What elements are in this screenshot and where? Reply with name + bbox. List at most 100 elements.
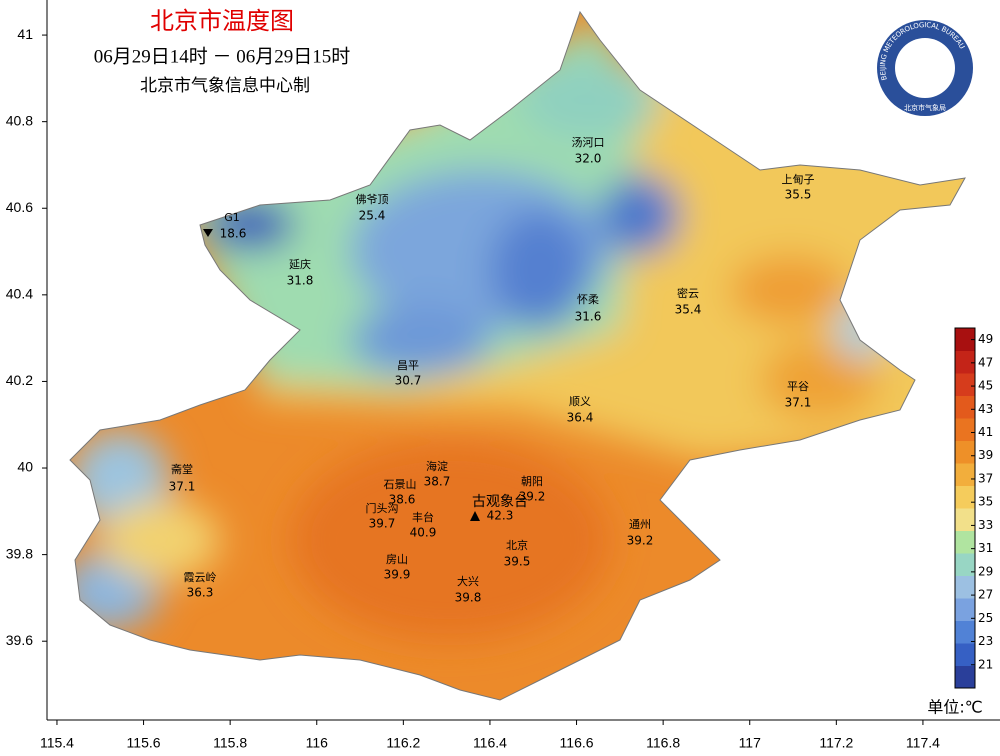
colorbar-swatch xyxy=(955,643,975,666)
station-name: 丰台 xyxy=(412,510,434,524)
logo: BEIJING METEOROLOGICAL BUREAU 北京市气象局 xyxy=(877,20,973,116)
y-tick-label: 41 xyxy=(17,26,33,42)
colorbar-swatch xyxy=(955,508,975,531)
station-name: 大兴 xyxy=(457,574,479,588)
colorbar-label: 23 xyxy=(978,634,993,648)
station-name: 古观象台 xyxy=(472,494,528,510)
y-tick-label: 40.8 xyxy=(6,112,33,128)
station-name: 斋堂 xyxy=(171,462,193,476)
station-value: 30.7 xyxy=(395,374,422,388)
colorbar-swatch xyxy=(955,575,975,599)
colorbar-label: 37 xyxy=(978,471,993,485)
colorbar-swatch xyxy=(955,598,975,621)
station-value: 31.8 xyxy=(287,274,314,288)
colorbar-label: 21 xyxy=(978,657,993,671)
station-value: 39.8 xyxy=(455,591,482,605)
colorbar-label: 35 xyxy=(978,495,993,509)
x-tick-label: 117.4 xyxy=(906,735,940,751)
station-name: 怀柔 xyxy=(577,293,599,306)
station-name: 平谷 xyxy=(787,380,809,393)
x-tick-label: 116 xyxy=(306,735,329,751)
station-name: 朝阳 xyxy=(521,475,543,488)
boundary xyxy=(69,10,966,701)
station-value: 39.7 xyxy=(369,517,396,531)
colorbar-label: 47 xyxy=(978,355,993,369)
x-tick-label: 117.2 xyxy=(819,735,853,751)
logo-name: 北京市气象局 xyxy=(904,103,946,112)
station-name: 房山 xyxy=(386,553,408,566)
x-tick-label: 116.8 xyxy=(646,735,680,751)
source: 北京市气象信息中心制 xyxy=(140,76,310,96)
station-name: 霞云岭 xyxy=(184,570,217,584)
station-value: 32.0 xyxy=(575,152,602,166)
colorbar-frame xyxy=(954,327,976,689)
colorbar-swatch xyxy=(955,463,975,486)
station-value: 37.1 xyxy=(785,396,812,410)
x-tick-label: 116.6 xyxy=(560,735,594,751)
station-name: 海淀 xyxy=(426,459,448,473)
station-value: 36.3 xyxy=(187,586,214,600)
station-name: 汤河口 xyxy=(572,135,605,149)
colorbar-swatch xyxy=(955,620,975,644)
colorbar-label: 41 xyxy=(978,425,993,439)
y-tick-label: 40 xyxy=(17,459,33,475)
station-name: 延庆 xyxy=(289,257,311,271)
colorbar-swatch xyxy=(955,418,975,441)
x-tick-label: 117 xyxy=(739,735,762,751)
station-name: 佛爷顶 xyxy=(356,192,389,206)
title: 北京市温度图 xyxy=(150,7,294,35)
time-range: 06月29日14时 － 06月29日15时 xyxy=(94,45,351,67)
y-tick-label: 40.2 xyxy=(6,372,33,388)
station-value: 40.9 xyxy=(410,526,437,540)
y-tick-label: 39.6 xyxy=(6,632,33,648)
station-value: 18.6 xyxy=(220,227,247,241)
station-value: 39.2 xyxy=(519,490,546,504)
x-tick-label: 116.2 xyxy=(386,735,420,751)
station-name: G1 xyxy=(224,211,240,224)
colorbar-label: 29 xyxy=(978,564,993,578)
colorbar-label: 43 xyxy=(978,402,993,416)
colorbar-label: 49 xyxy=(978,332,993,346)
x-tick-label: 116.4 xyxy=(473,735,507,751)
station-name: 顺义 xyxy=(569,395,591,408)
station-value: 35.4 xyxy=(675,303,702,317)
station-value: 36.4 xyxy=(567,411,594,425)
colorbar-label: 45 xyxy=(978,379,993,393)
station-name: 门头沟 xyxy=(366,501,399,515)
station-value: 39.9 xyxy=(384,568,411,582)
colorbar-swatch xyxy=(955,350,975,374)
station-value: 42.3 xyxy=(487,509,514,523)
y-tick-label: 40.4 xyxy=(6,286,33,302)
station-name: 上甸子 xyxy=(782,173,815,186)
station-name: 石景山 xyxy=(384,478,417,491)
colorbar-swatch xyxy=(955,395,975,419)
station-name: 密云 xyxy=(677,286,699,300)
colorbar-swatch xyxy=(955,530,975,554)
colorbar-swatch xyxy=(955,440,975,464)
station-value: 39.2 xyxy=(627,534,654,548)
x-tick-label: 115.6 xyxy=(127,735,161,751)
station-value: 38.6 xyxy=(389,493,416,507)
colorbar-swatch xyxy=(955,665,975,689)
station-value: 25.4 xyxy=(359,209,386,223)
unit: 单位:℃ xyxy=(927,698,982,717)
colorbar-label: 39 xyxy=(978,448,993,462)
x-tick-label: 115.4 xyxy=(40,735,74,751)
station-value: 38.7 xyxy=(424,475,451,489)
x-tick-label: 115.8 xyxy=(213,735,247,751)
colorbar-label: 27 xyxy=(978,588,993,602)
station-value: 39.5 xyxy=(504,555,531,569)
station-name: 昌平 xyxy=(397,359,419,372)
colorbar-label: 33 xyxy=(978,518,993,532)
colorbar-label: 31 xyxy=(978,541,993,555)
station-value: 35.5 xyxy=(785,188,812,202)
colorbar-swatch xyxy=(955,328,975,351)
marker xyxy=(470,511,480,521)
colorbar-label: 25 xyxy=(978,611,993,625)
station-name: 通州 xyxy=(629,518,651,531)
station-value: 37.1 xyxy=(169,480,196,494)
y-tick-label: 40.6 xyxy=(6,199,33,215)
station-value: 31.6 xyxy=(575,310,602,324)
colorbar-swatch xyxy=(955,373,975,396)
